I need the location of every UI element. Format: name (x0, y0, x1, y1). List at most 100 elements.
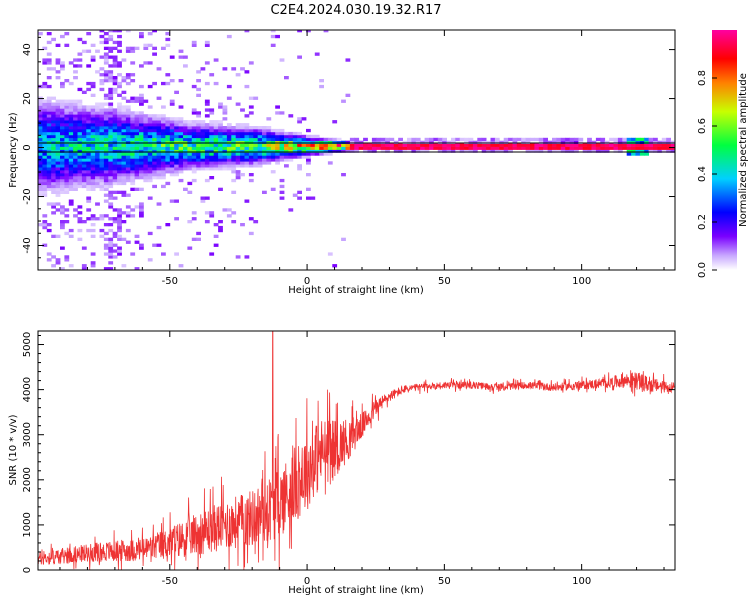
spectrogram-cell (60, 181, 65, 186)
spectrogram-cell (314, 52, 320, 56)
spectrogram-cell (81, 181, 87, 186)
spectrogram-cell (191, 170, 197, 174)
spectrogram-cell (279, 196, 285, 200)
spectrogram-cell (90, 149, 96, 153)
spectrogram-cell (73, 173, 78, 177)
spectrogram-cell (174, 149, 179, 153)
spectrogram-cell (244, 134, 250, 139)
spectrogram-cell (161, 137, 166, 142)
spectrogram-cell (152, 123, 157, 127)
spectrogram-cell (565, 146, 570, 150)
spectrogram-cell (95, 131, 100, 136)
spectrogram-cell (481, 149, 487, 153)
spectrogram-cell (51, 173, 56, 177)
spectrogram-cell (174, 252, 179, 256)
spectrogram-cell (327, 149, 333, 153)
spectrogram-cell (231, 220, 237, 224)
spectrogram-cell (42, 131, 48, 136)
spectrogram-cell (152, 149, 157, 153)
spectrogram-cell (112, 152, 118, 156)
spectrogram-cell (68, 152, 74, 156)
spectrogram-cell (46, 99, 52, 103)
spectrogram-cell (156, 117, 162, 121)
spectrogram-cell (103, 231, 109, 236)
spectrogram-cell (183, 120, 188, 124)
spectrogram-cell (183, 126, 188, 130)
spectrogram-cell (152, 167, 157, 171)
spectrogram-cell (552, 149, 557, 153)
spectrogram-cell (534, 137, 540, 142)
spectrogram-cell (90, 187, 96, 191)
spectrogram-cell (178, 164, 184, 168)
spectrogram-cell (108, 30, 114, 33)
spectrogram-cell (77, 205, 83, 209)
spectrogram-cell (134, 123, 140, 127)
spectrogram-cell (257, 137, 263, 142)
spectrogram-cell (108, 261, 114, 265)
spectrogram-cell (622, 137, 628, 142)
spectrogram-cell (77, 152, 83, 156)
spectrogram-cell (270, 43, 276, 47)
spectrogram-cell (64, 79, 70, 83)
spectrogram-cell (534, 146, 540, 150)
spectrogram-cell (64, 99, 70, 103)
spectrogram-cell (156, 146, 162, 150)
spectrogram-cell (174, 117, 179, 121)
spectrogram-cell (196, 128, 201, 133)
spectrogram-cell (178, 117, 184, 121)
spectrogram-cell (306, 149, 311, 153)
spectrogram-cell (169, 55, 175, 59)
spectrogram-cell (253, 137, 259, 142)
spectrogram-cell (90, 164, 96, 168)
spectrogram-cell (95, 105, 100, 109)
spectrogram-cell (42, 184, 48, 189)
spectrogram-cell (552, 140, 557, 144)
spectrogram-cell (244, 123, 250, 127)
spectrogram-cell (266, 137, 272, 142)
spectrogram-cell (204, 196, 210, 200)
spectrogram-cell (64, 137, 70, 142)
spectrogram-cell (279, 184, 285, 189)
spectrogram-cell (165, 126, 171, 130)
spectrogram-cell (152, 117, 157, 121)
colorbar-tick-label: 0.4 (697, 166, 708, 182)
spectrogram-cell (178, 264, 184, 268)
spectrogram-cell (60, 187, 65, 191)
spectrogram-cell (653, 146, 658, 150)
spectrogram-cell (486, 140, 491, 144)
spectrogram-cell (591, 143, 597, 147)
spectrogram-cell (60, 205, 65, 209)
spectrogram-cell (147, 131, 153, 136)
spectrogram-cell (209, 128, 215, 133)
spectrogram-cell (134, 46, 140, 50)
spectrogram-cell (262, 126, 267, 130)
spectrogram-cell (55, 131, 61, 136)
spectrogram-cell (46, 143, 52, 147)
spectrogram-cell (73, 120, 78, 124)
spectrogram-cell (64, 143, 70, 147)
spectrogram-cell (46, 126, 52, 130)
spectrogram-cell (55, 190, 61, 194)
spectrogram-cell (266, 158, 272, 162)
spectrogram-cell (288, 152, 294, 156)
spectrogram-cell (604, 146, 610, 150)
spectrogram-cell (68, 126, 74, 130)
spectrogram-cell (73, 155, 78, 159)
spectrogram-cell (187, 220, 193, 224)
spectrogram-cell (209, 143, 215, 147)
x-tick-label: -50 (162, 576, 178, 587)
spectrogram-cell (552, 143, 557, 147)
spectrogram-cell (226, 34, 232, 39)
spectrogram-cell (139, 173, 144, 177)
spectrogram-cell (81, 149, 87, 153)
spectrogram-cell (103, 267, 109, 270)
spectrogram-cell (231, 164, 237, 168)
spectrogram-cell (99, 81, 105, 86)
spectrogram-cell (125, 114, 131, 118)
spectrogram-cell (218, 164, 223, 168)
spectrogram-cell (248, 161, 254, 165)
spectrogram-cell (297, 196, 302, 200)
spectrogram-cell (81, 161, 87, 165)
spectrogram-cell (156, 161, 162, 165)
spectrogram-cell (231, 211, 237, 215)
